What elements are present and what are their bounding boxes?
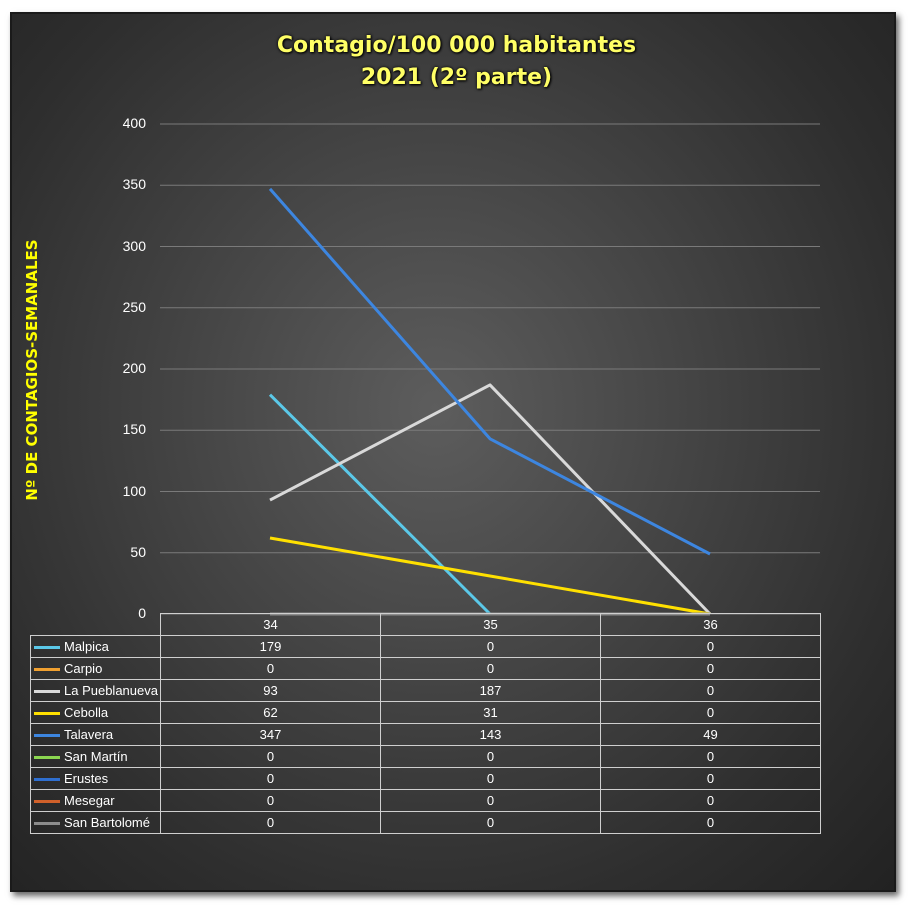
data-value: 0 [380,635,601,658]
data-value: 0 [160,767,381,790]
data-value: 0 [380,811,601,834]
table-row: Malpica 179 0 0 [30,635,821,658]
legend-key [34,712,60,716]
series-name: San Martín [64,749,128,764]
series-line-la-pueblanueva [269,383,712,616]
table-row: Talavera 347 143 49 [30,723,821,746]
table-corner [30,613,161,636]
data-value: 0 [160,789,381,812]
series-name: Talavera [64,727,114,742]
data-value: 93 [160,679,381,702]
series-name: Carpio [64,661,103,676]
series-name: Erustes [64,771,109,786]
x-category-label: 35 [380,613,601,636]
data-value: 143 [380,723,601,746]
table-row: Mesegar 0 0 0 [30,789,821,812]
legend-key [34,822,60,826]
data-value: 31 [380,701,601,724]
data-value: 0 [380,745,601,768]
table-row: Erustes 0 0 0 [30,767,821,790]
legend-key [34,800,60,804]
series-line-malpica [268,393,710,616]
data-table: 34 35 36 Malpica 179 0 0 Carpio 0 0 0 La Pueblanuev… [30,613,821,834]
y-tick-label: 250 [122,298,146,315]
legend-key [34,756,60,760]
series-name: Malpica [64,639,109,654]
data-value: 0 [380,789,601,812]
chart-title: Contagio/100 000 habitantes [276,33,637,58]
table-row: La Pueblanueva 93 187 0 [30,679,821,702]
legend-key [34,668,60,672]
series-line-talavera [268,187,711,556]
legend-key [34,646,60,650]
y-tick-label: 400 [122,115,146,131]
data-value: 0 [380,767,601,790]
data-value: 49 [600,723,821,746]
data-value: 0 [600,811,821,834]
x-category-label: 34 [160,613,381,636]
data-value: 0 [600,701,821,724]
x-category-label: 36 [600,613,821,636]
series-line-cebolla [269,536,711,616]
table-row: Cebolla 62 31 0 [30,701,821,724]
data-value: 187 [380,679,601,702]
data-value: 0 [600,657,821,680]
table-row: Carpio 0 0 0 [30,657,821,680]
y-tick-label: 150 [122,421,146,438]
table-row: San Bartolomé 0 0 0 [30,811,821,834]
data-value: 62 [160,701,381,724]
y-tick-label: 50 [130,543,146,560]
data-value: 347 [160,723,381,746]
y-tick-label: 100 [122,482,146,499]
data-value: 0 [380,657,601,680]
series-name: La Pueblanueva [64,683,158,698]
data-value: 0 [160,811,381,834]
y-tick-label: 300 [122,237,146,254]
series-name: San Bartolomé [64,815,150,830]
y-tick-label: 200 [122,360,146,376]
data-value: 0 [160,657,381,680]
data-value: 0 [600,745,821,768]
table-row: San Martín 0 0 0 [30,745,821,768]
data-value: 179 [160,635,381,658]
series-name: Cebolla [64,705,109,720]
series-name: Mesegar [64,793,115,808]
data-value: 0 [600,789,821,812]
legend-key [34,690,60,694]
legend-key [34,734,60,738]
data-value: 0 [600,635,821,658]
y-tick-label: 350 [122,176,146,193]
data-value: 0 [600,767,821,790]
legend-key [34,778,60,782]
data-value: 0 [600,679,821,702]
data-value: 0 [160,745,381,768]
chart-subtitle: 2021 (2º parte) [360,65,553,90]
y-tick-label: 0 [138,605,146,621]
